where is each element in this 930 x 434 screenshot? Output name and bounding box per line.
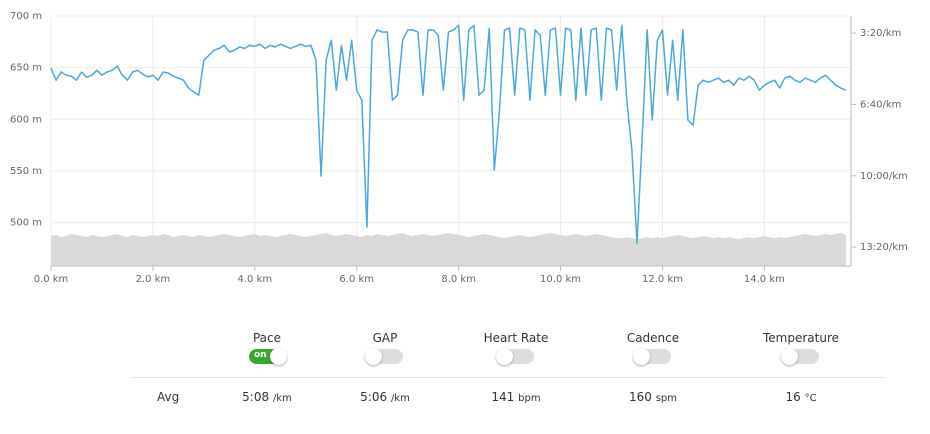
y-tick-label: 550 m xyxy=(10,166,42,177)
avg-value: 141 bpm xyxy=(446,390,586,404)
avg-unit: /km xyxy=(390,393,410,404)
y-tick-label: 600 m xyxy=(10,114,42,125)
chart: 500 m 550 m 600 m 650 m 700 m 0.0 km 2.0 km 4.0… xyxy=(10,11,908,285)
toggle[interactable] xyxy=(496,348,534,365)
avg-value: 16 °C xyxy=(731,390,871,404)
x-tick-label: 0.0 km xyxy=(34,274,69,285)
toggle[interactable] xyxy=(781,348,819,365)
x-tick-label: 14.0 km xyxy=(744,274,785,285)
avg-unit: °C xyxy=(804,393,817,404)
avg-unit: /km xyxy=(272,393,292,404)
control-name: Heart Rate xyxy=(483,331,549,345)
y-tick-label: 700 m xyxy=(10,11,42,22)
elevation-area xyxy=(51,232,846,266)
y-tick-label: 500 m xyxy=(10,218,42,229)
avg-value: 5:08 /km xyxy=(197,390,337,404)
toggle-knob xyxy=(633,348,650,365)
avg-label: Avg xyxy=(157,390,180,404)
toggle[interactable] xyxy=(365,348,403,365)
toggle-knob xyxy=(365,348,382,365)
toggle-knob xyxy=(270,348,287,365)
avg-value: 5:06 /km xyxy=(315,390,455,404)
y2-tick-label: 10:00/km xyxy=(860,171,908,182)
control-column: Cadence 160 spm xyxy=(583,300,723,434)
x-tick-label: 8.0 km xyxy=(441,274,476,285)
y-tick-label: 650 m xyxy=(10,63,42,74)
x-tick-label: 12.0 km xyxy=(642,274,683,285)
control-name: Temperature xyxy=(762,331,839,345)
toggle-on-label: on xyxy=(254,350,267,360)
x-tick-label: 4.0 km xyxy=(238,274,273,285)
avg-number: 16 xyxy=(785,390,801,404)
avg-number: 160 xyxy=(628,390,652,404)
toggle[interactable] xyxy=(633,348,671,365)
avg-unit: spm xyxy=(655,393,678,404)
toggle-knob xyxy=(781,348,798,365)
avg-number: 5:08 xyxy=(242,390,270,404)
y2-tick-label: 3:20/km xyxy=(860,28,901,39)
controls: Avg Pace on 5:08 /km GAP 5:06 /km Heart Rate 1… xyxy=(0,300,930,434)
pace-line xyxy=(50,24,847,244)
toggle[interactable]: on xyxy=(249,348,287,365)
avg-number: 5:06 xyxy=(360,390,388,404)
avg-unit: bpm xyxy=(518,393,541,404)
control-name: Pace xyxy=(252,331,282,345)
control-name: Cadence xyxy=(626,331,680,345)
avg-value: 160 spm xyxy=(583,390,723,404)
control-column: Temperature 16 °C xyxy=(731,300,871,434)
divider xyxy=(130,377,886,378)
control-column: Pace on 5:08 /km xyxy=(197,300,337,434)
avg-number: 141 xyxy=(491,390,515,404)
y2-tick-label: 6:40/km xyxy=(860,99,901,110)
control-column: GAP 5:06 /km xyxy=(315,300,455,434)
control-name: GAP xyxy=(372,331,398,345)
x-tick-label: 6.0 km xyxy=(339,274,374,285)
control-column: Heart Rate 141 bpm xyxy=(446,300,586,434)
toggle-knob xyxy=(496,348,513,365)
x-tick-label: 2.0 km xyxy=(136,274,171,285)
x-tick-label: 10.0 km xyxy=(540,274,581,285)
y2-tick-label: 13:20/km xyxy=(860,242,908,253)
